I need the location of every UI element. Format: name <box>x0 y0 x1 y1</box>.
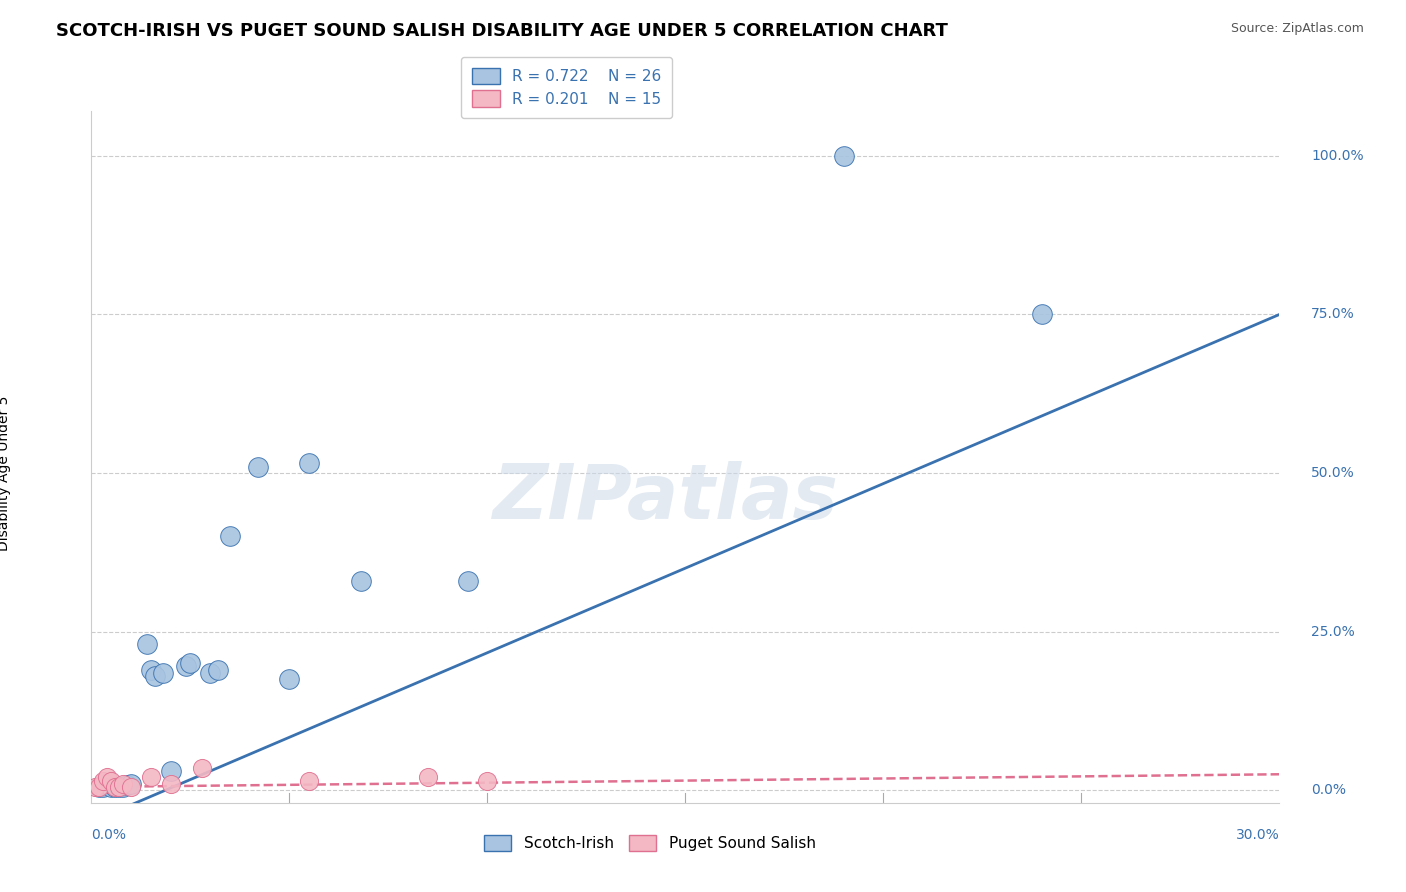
Point <box>139 663 162 677</box>
Point <box>112 780 135 794</box>
Point <box>350 574 373 588</box>
Point <box>84 780 107 794</box>
Point <box>135 637 157 651</box>
Point <box>298 457 321 471</box>
Point <box>96 771 118 785</box>
Point <box>143 669 166 683</box>
Point <box>112 777 135 791</box>
Point <box>278 672 301 686</box>
Point <box>91 780 114 794</box>
Point <box>120 777 142 791</box>
Point <box>246 459 269 474</box>
Point <box>91 773 114 788</box>
Point <box>89 780 111 794</box>
Text: 30.0%: 30.0% <box>1236 828 1279 842</box>
Point <box>89 780 111 794</box>
Point <box>108 780 131 794</box>
Point <box>832 149 855 163</box>
Text: Source: ZipAtlas.com: Source: ZipAtlas.com <box>1230 22 1364 36</box>
Legend: Scotch-Irish, Puget Sound Salish: Scotch-Irish, Puget Sound Salish <box>478 829 821 857</box>
Point <box>198 665 221 680</box>
Point <box>100 773 122 788</box>
Point <box>94 777 117 791</box>
Text: 50.0%: 50.0% <box>1312 466 1355 480</box>
Point <box>120 780 142 794</box>
Point <box>416 771 439 785</box>
Text: 0.0%: 0.0% <box>91 828 127 842</box>
Point <box>179 657 201 671</box>
Text: Disability Age Under 5: Disability Age Under 5 <box>0 395 11 550</box>
Point <box>152 665 174 680</box>
Point <box>139 771 162 785</box>
Point <box>1031 308 1053 322</box>
Point <box>457 574 479 588</box>
Point <box>100 780 122 794</box>
Text: ZIPatlas: ZIPatlas <box>492 461 838 535</box>
Point <box>207 663 229 677</box>
Text: 0.0%: 0.0% <box>1312 783 1346 797</box>
Point <box>477 773 499 788</box>
Text: 100.0%: 100.0% <box>1312 149 1364 163</box>
Point <box>108 780 131 794</box>
Point <box>104 780 127 794</box>
Text: SCOTCH-IRISH VS PUGET SOUND SALISH DISABILITY AGE UNDER 5 CORRELATION CHART: SCOTCH-IRISH VS PUGET SOUND SALISH DISAB… <box>56 22 948 40</box>
Text: 75.0%: 75.0% <box>1312 308 1355 321</box>
Point <box>115 778 138 792</box>
Point <box>191 761 214 775</box>
Point <box>159 777 181 791</box>
Point <box>298 773 321 788</box>
Point <box>219 529 242 543</box>
Point <box>159 764 181 778</box>
Point <box>176 659 198 673</box>
Text: 25.0%: 25.0% <box>1312 624 1355 639</box>
Point <box>104 780 127 794</box>
